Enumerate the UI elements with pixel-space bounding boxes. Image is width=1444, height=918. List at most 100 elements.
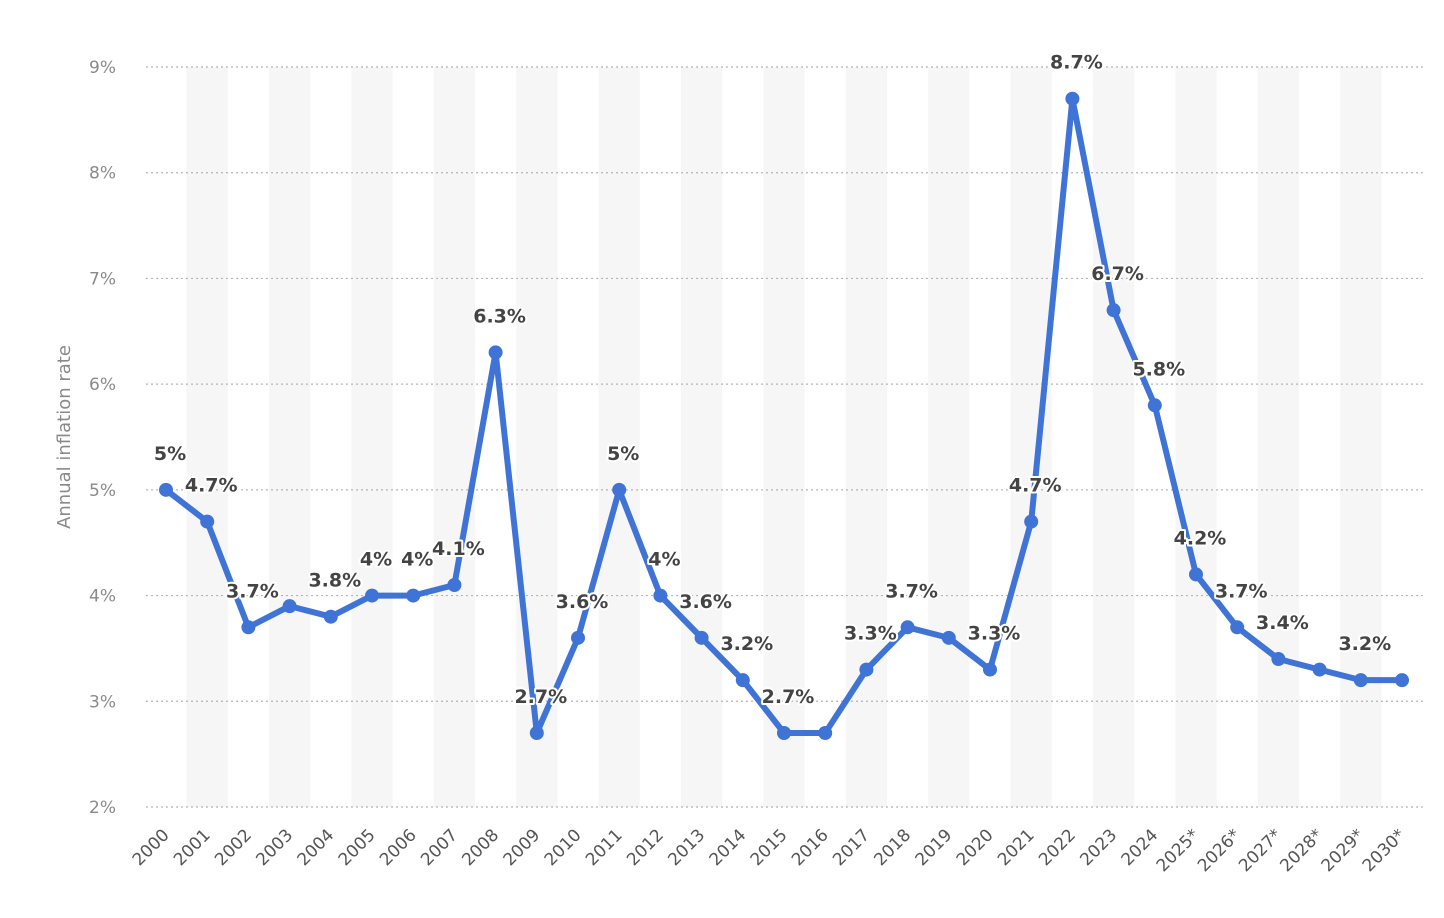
y-tick-label: 3% xyxy=(89,692,116,712)
x-tick-label: 2023 xyxy=(1076,825,1121,870)
x-tick-label: 2029* xyxy=(1318,825,1369,876)
data-point[interactable] xyxy=(1353,673,1368,688)
data-point[interactable] xyxy=(282,599,297,614)
data-label: 2.7% xyxy=(762,686,815,708)
column-band xyxy=(598,67,640,807)
x-tick-label: 2019 xyxy=(912,825,957,870)
y-axis-ticks: 2% 3% 4% 5% 6% 7% 8% 9% xyxy=(89,58,116,818)
x-tick-label: 2005 xyxy=(335,825,380,870)
data-point[interactable] xyxy=(447,578,462,592)
x-tick-label: 2001 xyxy=(170,825,215,870)
data-point[interactable] xyxy=(571,630,585,645)
column-band xyxy=(1093,67,1135,807)
data-point[interactable] xyxy=(488,345,503,360)
data-label: 5.8% xyxy=(1132,358,1185,380)
data-point[interactable] xyxy=(1271,652,1286,666)
x-tick-label: 2015 xyxy=(747,825,792,870)
data-point[interactable] xyxy=(323,609,338,624)
x-tick-label: 2021 xyxy=(994,825,1039,870)
data-label: 4% xyxy=(360,549,392,571)
x-tick-label: 2002 xyxy=(211,825,256,870)
x-tick-label: 2022 xyxy=(1035,825,1080,870)
data-label: 5% xyxy=(607,443,639,465)
data-point[interactable] xyxy=(241,620,256,635)
data-point[interactable] xyxy=(1189,567,1203,582)
data-label: 3.7% xyxy=(885,580,938,602)
data-point[interactable] xyxy=(1065,91,1080,106)
data-label: 4.2% xyxy=(1174,527,1227,549)
data-point[interactable] xyxy=(1230,620,1245,635)
data-label: 4% xyxy=(401,549,433,571)
data-label: 4% xyxy=(648,549,680,571)
column-band xyxy=(1257,67,1299,807)
data-points xyxy=(159,91,1409,740)
data-point[interactable] xyxy=(529,726,544,740)
y-tick-label: 2% xyxy=(89,798,116,818)
data-label: 3.3% xyxy=(968,623,1021,645)
column-band xyxy=(928,67,970,807)
data-point[interactable] xyxy=(612,482,627,497)
x-tick-label: 2012 xyxy=(623,825,668,870)
x-tick-label: 2004 xyxy=(294,825,339,870)
column-band xyxy=(1340,67,1382,807)
data-point[interactable] xyxy=(406,588,421,603)
data-point[interactable] xyxy=(1312,662,1327,677)
data-label: 3.2% xyxy=(720,633,773,655)
y-tick-label: 9% xyxy=(89,58,116,78)
data-point[interactable] xyxy=(1395,673,1409,688)
column-band xyxy=(1175,67,1217,807)
data-point[interactable] xyxy=(941,630,956,645)
x-tick-label: 2018 xyxy=(870,825,915,870)
data-label: 5% xyxy=(154,443,186,465)
data-point[interactable] xyxy=(777,726,791,740)
data-point[interactable] xyxy=(735,673,750,688)
data-point[interactable] xyxy=(694,630,709,645)
data-label: 4.7% xyxy=(1009,475,1062,497)
column-band xyxy=(269,67,311,807)
column-band xyxy=(763,67,805,807)
data-label: 4.7% xyxy=(185,475,238,497)
x-tick-label: 2007 xyxy=(417,825,462,870)
data-point[interactable] xyxy=(200,514,215,529)
data-point[interactable] xyxy=(159,482,173,497)
data-point[interactable] xyxy=(983,662,997,677)
y-tick-label: 4% xyxy=(89,587,116,607)
column-band xyxy=(681,67,723,807)
data-label: 3.6% xyxy=(556,591,609,613)
x-tick-label: 2017 xyxy=(829,825,874,870)
column-band xyxy=(516,67,558,807)
x-tick-label: 2016 xyxy=(788,825,833,870)
data-label: 6.7% xyxy=(1091,263,1144,285)
column-band xyxy=(351,67,393,807)
data-label: 3.6% xyxy=(679,591,732,613)
data-label: 3.7% xyxy=(1215,580,1268,602)
y-tick-label: 5% xyxy=(89,481,116,501)
x-tick-label: 2026* xyxy=(1194,825,1245,876)
data-label: 4.1% xyxy=(432,538,485,560)
x-tick-label: 2028* xyxy=(1276,825,1327,876)
y-tick-label: 6% xyxy=(89,375,116,395)
data-point[interactable] xyxy=(365,588,379,603)
x-tick-label: 2030* xyxy=(1359,825,1410,876)
data-labels: 5%4.7%3.7% 3.8%4% 4%4.1%6.3%2.7%3.6%5%4%3.… xyxy=(152,50,1393,710)
data-label: 3.8% xyxy=(308,570,361,592)
data-point[interactable] xyxy=(1106,303,1121,318)
data-point[interactable] xyxy=(900,620,915,635)
y-axis-label: Annual inflation rate xyxy=(54,345,75,529)
data-label: 3.3% xyxy=(844,623,897,645)
x-tick-label: 2008 xyxy=(458,825,503,870)
data-point[interactable] xyxy=(859,662,874,677)
data-label: 3.4% xyxy=(1256,612,1309,634)
column-band xyxy=(186,67,228,807)
data-point[interactable] xyxy=(818,726,833,740)
data-label: 6.3% xyxy=(473,305,526,327)
data-point[interactable] xyxy=(653,588,668,603)
y-tick-label: 7% xyxy=(89,269,116,289)
x-tick-label: 2027* xyxy=(1235,825,1286,876)
data-point[interactable] xyxy=(1147,398,1162,413)
x-tick-label: 2009 xyxy=(500,825,545,870)
data-point[interactable] xyxy=(1024,514,1039,529)
x-tick-label: 2025* xyxy=(1153,825,1204,876)
